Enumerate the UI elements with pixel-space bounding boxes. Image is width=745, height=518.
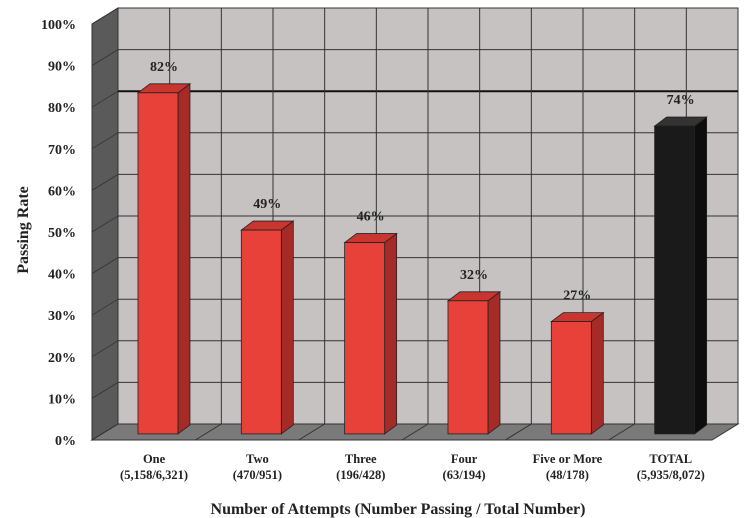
y-axis-title: Passing Rate [15,186,32,274]
category-label: One [143,452,166,466]
y-tick-label: 70% [48,143,76,158]
data-label: 74% [667,93,695,108]
bar-one: 82% [136,60,192,435]
data-label: 49% [253,197,281,212]
category-detail: (470/951) [233,468,282,482]
bar-front [137,92,179,435]
gridline-side [91,340,119,358]
bar-side [487,290,501,435]
floor-divider [401,423,429,441]
bar-total: 74% [653,93,708,435]
category-label: Three [345,452,377,466]
y-tick-label: 10% [48,392,76,407]
data-label: 27% [563,289,591,304]
x-axis-title: Number of Attempts (Number Passing / Tot… [211,501,586,518]
bar-three: 46% [343,210,398,435]
y-tick-label: 100% [41,18,76,33]
y-tick-label: 40% [48,268,76,283]
floor-divider [298,423,325,441]
y-axis-ticks: 0% 10% 20% 30% 40% 50% 60% 70% 80% 90% 100% [41,18,76,449]
category-label: Four [451,452,478,466]
bar-side [694,116,708,435]
y-tick-label: 60% [48,184,76,199]
data-label: 32% [460,268,488,283]
data-label: 46% [357,210,385,225]
gridline-side [91,257,119,274]
category-detail: (5,935/8,072) [637,468,705,482]
category-detail: (48/178) [546,468,589,482]
y-tick-label: 80% [48,101,76,116]
category-detail: (196/428) [336,468,385,482]
bar-side [590,311,604,435]
bar-four: 32% [446,268,502,435]
bar-five-or-more: 27% [550,289,605,435]
category-detail: (5,158/6,321) [120,468,188,482]
bar-front [550,321,592,435]
x-axis-categories: One (5,158/6,321) Two (470/951) Three (196/42… [120,452,705,482]
y-tick-label: 20% [48,351,76,366]
floor-divider [505,423,532,441]
bar-front [344,242,386,435]
gridline-side [91,90,119,108]
y-tick-label: 0% [55,434,76,449]
floor-divider [195,423,222,441]
bar-two: 49% [240,197,295,435]
y-tick-label: 50% [48,226,76,241]
y-tick-label: 90% [48,60,76,75]
bar-side [280,220,294,435]
bar-front [654,125,696,435]
bar-front [447,300,489,435]
gridlines [91,7,738,441]
bar-side [177,83,191,435]
data-label: 82% [150,60,178,75]
gridline-side [91,215,119,233]
gridline-side [91,423,119,441]
category-label: Five or More [533,452,603,466]
gridline-side [91,132,119,150]
category-detail: (63/194) [443,468,486,482]
floor-divider [608,423,635,441]
gridline-side [91,7,119,25]
gridline-side [91,298,119,316]
bar-front [240,229,282,435]
category-label: Two [246,452,269,466]
gridline-side [91,49,119,66]
gridline-side [91,174,119,191]
category-label: TOTAL [649,452,692,466]
gridline-side [91,382,119,399]
bar-series: 82% 49% 46% 32% 27% 74% [136,60,708,435]
y-tick-label: 30% [48,309,76,324]
bar-side [384,232,398,435]
